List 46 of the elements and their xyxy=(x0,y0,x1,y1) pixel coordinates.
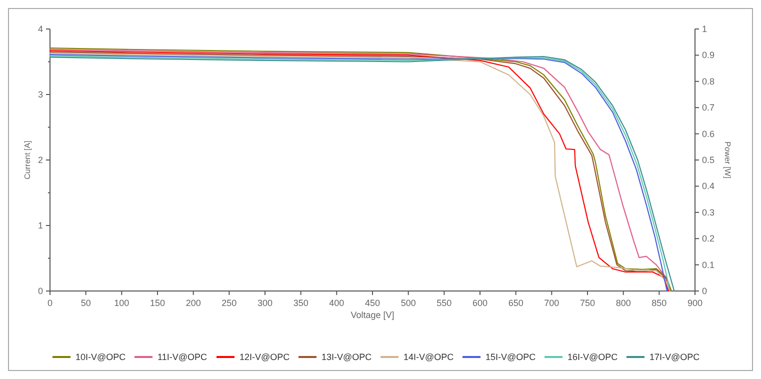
x-tick-label: 350 xyxy=(293,298,308,308)
x-tick-label: 650 xyxy=(508,298,524,308)
y2-tick-label: 0.5 xyxy=(702,155,715,165)
legend-label: 15I-V@OPC xyxy=(486,352,536,362)
y-tick-label: 2 xyxy=(38,155,43,165)
y2-tick-label: 0.1 xyxy=(702,260,715,270)
legend-label: 14I-V@OPC xyxy=(404,352,454,362)
y-tick-label: 1 xyxy=(38,220,43,230)
y2-tick-label: 0.2 xyxy=(702,234,715,244)
legend-label: 12I-V@OPC xyxy=(240,352,290,362)
y2-tick-label: 0 xyxy=(702,286,708,296)
y-tick-label: 4 xyxy=(38,24,43,34)
y-tick-label: 0 xyxy=(38,286,43,296)
y2-tick-label: 0.8 xyxy=(702,76,715,86)
x-tick-label: 150 xyxy=(150,298,166,308)
y-tick-label: 3 xyxy=(38,90,43,100)
legend-label: 17I-V@OPC xyxy=(650,352,700,362)
y2-tick-label: 1 xyxy=(702,24,708,34)
x-tick-label: 600 xyxy=(472,298,488,308)
y2-axis-title: Power [W] xyxy=(723,142,732,178)
x-tick-label: 0 xyxy=(47,298,53,308)
x-tick-label: 800 xyxy=(616,298,631,308)
x-tick-label: 200 xyxy=(186,298,201,308)
x-tick-label: 300 xyxy=(257,298,273,308)
x-tick-label: 100 xyxy=(114,298,130,308)
x-tick-label: 850 xyxy=(652,298,667,308)
legend-label: 10I-V@OPC xyxy=(76,352,126,362)
x-tick-label: 400 xyxy=(329,298,344,308)
x-axis-title: Voltage [V] xyxy=(350,310,394,320)
x-tick-label: 700 xyxy=(544,298,560,308)
legend-label: 11I-V@OPC xyxy=(158,352,208,362)
y2-tick-label: 0.4 xyxy=(702,181,715,192)
y2-tick-label: 0.7 xyxy=(702,102,715,113)
y2-tick-label: 0.6 xyxy=(702,128,715,139)
y2-tick-label: 0.9 xyxy=(702,50,715,60)
x-tick-label: 750 xyxy=(580,298,596,308)
y2-tick-label: 0.3 xyxy=(702,207,715,218)
x-tick-label: 50 xyxy=(80,298,91,308)
legend-label: 13I-V@OPC xyxy=(322,352,372,362)
x-tick-label: 500 xyxy=(400,298,416,308)
x-tick-label: 450 xyxy=(364,298,380,308)
x-tick-label: 550 xyxy=(436,298,452,308)
x-tick-label: 250 xyxy=(222,298,237,308)
x-tick-label: 900 xyxy=(687,298,703,308)
y-axis-title: Current [A] xyxy=(23,140,32,180)
legend-label: 16I-V@OPC xyxy=(568,352,618,362)
